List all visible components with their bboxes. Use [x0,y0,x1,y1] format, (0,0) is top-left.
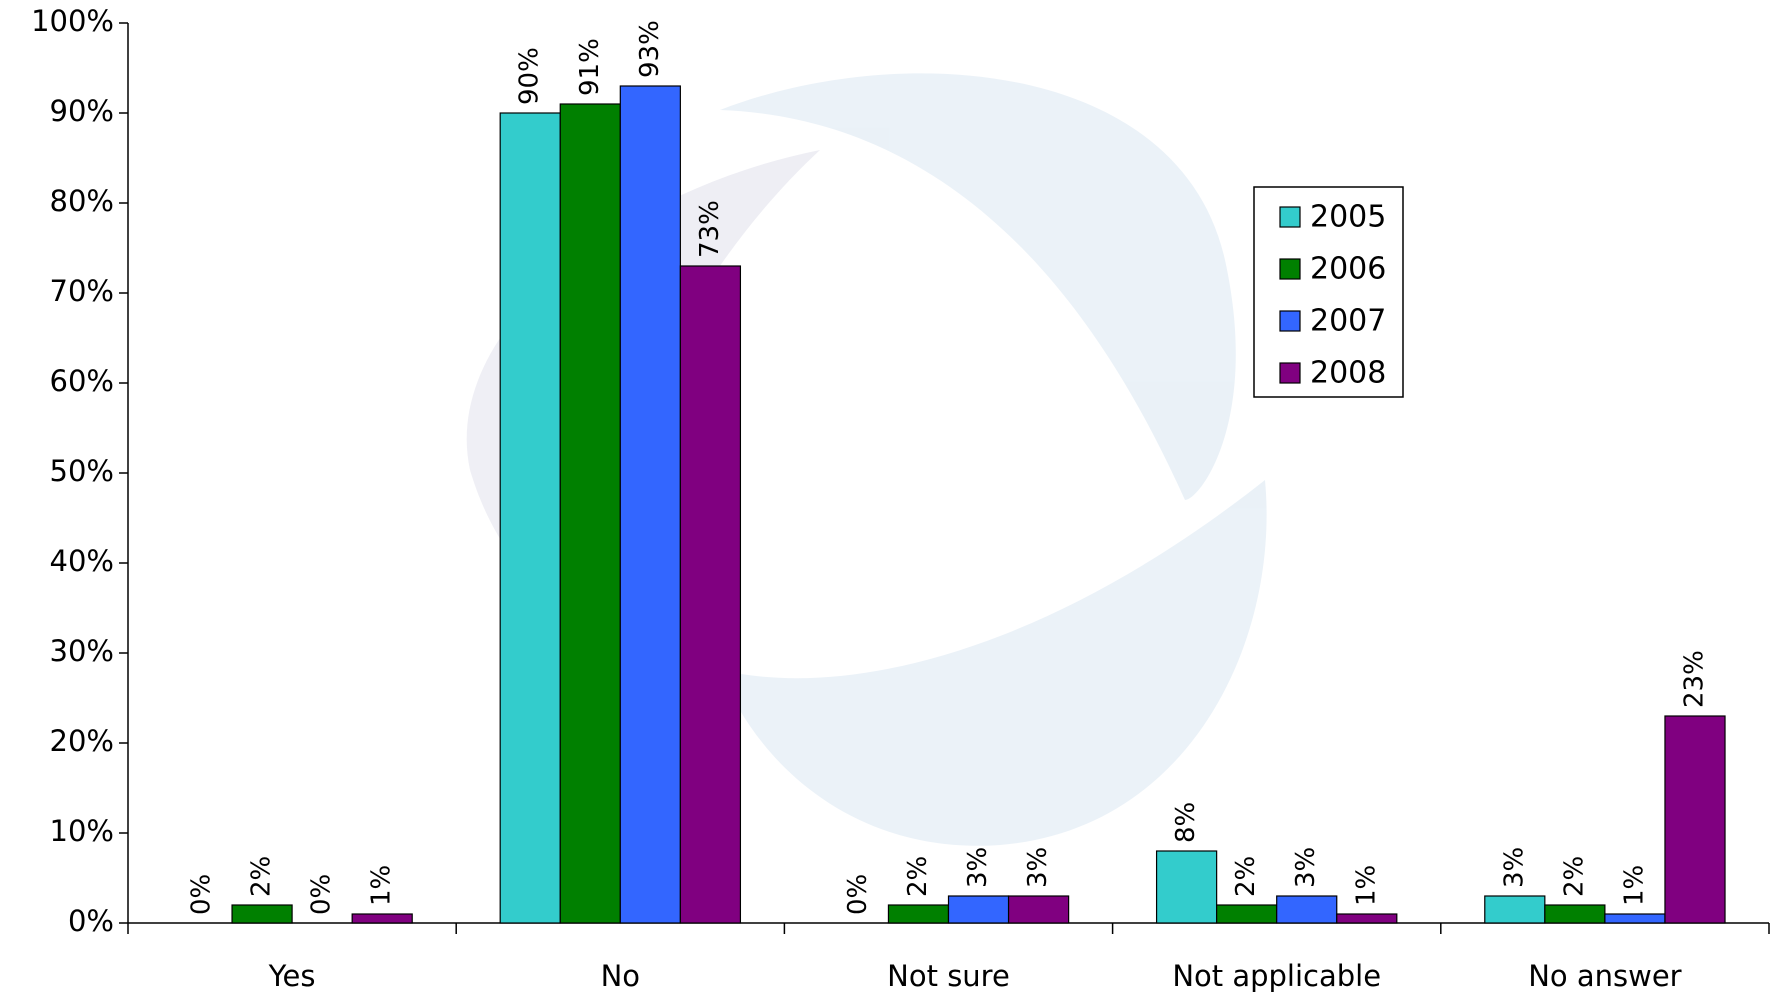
value-label: 1% [1619,865,1649,906]
legend-label: 2008 [1310,356,1386,391]
legend-swatch [1279,206,1301,228]
value-label: 0% [307,874,337,915]
value-label: 2% [903,856,933,897]
bar [231,904,293,924]
y-tick-label: 90% [50,94,114,128]
bar [1276,895,1338,924]
value-label: 3% [1499,847,1529,888]
bar [1155,850,1218,924]
bar [559,103,621,924]
bar [1007,895,1070,924]
value-label: 93% [635,20,665,78]
legend-box [1253,186,1404,398]
bar [351,913,413,924]
y-tick-label: 30% [50,634,114,668]
y-tick-label: 50% [50,454,114,488]
bar [679,265,742,924]
bar [1336,913,1398,924]
x-tick-label: No answer [1528,959,1681,993]
bar [619,85,681,924]
value-label: 2% [247,856,277,897]
legend-swatch [1279,258,1301,280]
value-label: 8% [1171,802,1201,843]
y-tick-label: 40% [50,544,114,578]
value-label: 3% [963,847,993,888]
value-label: 3% [1291,847,1321,888]
bar [887,904,950,924]
bar [1484,895,1546,924]
value-label: 1% [367,865,397,906]
value-label: 1% [1351,865,1381,906]
y-tick-label: 20% [50,724,114,758]
value-label: 90% [515,47,545,105]
x-tick-label: Not applicable [1172,959,1381,993]
legend-label: 2007 [1310,304,1386,339]
bar [1604,913,1666,924]
legend-swatch [1279,310,1301,332]
bar [499,112,561,924]
y-tick-label: 0% [68,904,114,938]
value-label: 23% [1679,650,1709,708]
x-tick-label: Not sure [887,959,1010,993]
bar [1216,904,1278,924]
value-label: 73% [695,200,725,258]
x-tick-label: Yes [268,959,316,993]
bar [947,895,1010,924]
y-tick-label: 80% [50,184,114,218]
legend-swatch [1279,362,1301,384]
value-label: 0% [187,874,217,915]
legend-label: 2006 [1310,252,1386,287]
y-tick-label: 60% [50,364,114,398]
x-tick-label: No [601,959,640,993]
y-tick-label: 70% [50,274,114,308]
bar [1664,715,1726,924]
value-label: 3% [1023,847,1053,888]
bar [1544,904,1606,924]
legend-label: 2005 [1310,200,1386,235]
value-label: 2% [1231,856,1261,897]
y-tick-label: 100% [31,4,114,38]
value-label: 0% [843,874,873,915]
value-label: 91% [575,38,605,96]
value-label: 2% [1559,856,1589,897]
y-tick-label: 10% [50,814,114,848]
